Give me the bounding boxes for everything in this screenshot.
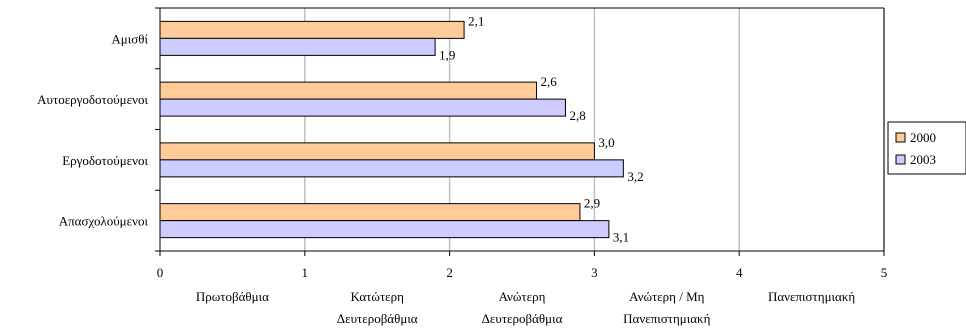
x-tick-label: 3 (591, 265, 598, 280)
bar-2000 (159, 81, 537, 100)
data-label: 3,1 (613, 230, 629, 245)
x-category-label: Κατώτερη (350, 289, 404, 304)
data-label: 1,9 (439, 47, 455, 62)
x-tick-label: 4 (736, 265, 743, 280)
category-label: Εργοδοτούμενοι (62, 153, 148, 168)
x-category-label: Πανεπιστημιακή (768, 289, 855, 304)
legend-box (887, 121, 966, 175)
data-label: 2,6 (540, 74, 557, 89)
data-label: 2,8 (569, 108, 585, 123)
x-category-label: Πρωτοβάθμια (196, 289, 269, 304)
legend-swatch-2000 (895, 132, 906, 143)
data-label: 2,9 (584, 196, 600, 211)
x-tick-label: 5 (881, 265, 888, 280)
legend-label: 2000 (910, 130, 936, 145)
x-tick-label: 0 (157, 265, 164, 280)
bar-2000 (159, 142, 595, 161)
bar-2000 (159, 20, 465, 39)
x-category-label-line2: Πανεπιστημιακή (623, 311, 710, 326)
category-label: Αμισθί (111, 31, 148, 46)
category-label: Αυτοεργοδοτούμενοι (37, 92, 148, 107)
bar-2003 (159, 37, 436, 56)
data-label: 3,0 (598, 135, 614, 150)
bars-layer (159, 20, 624, 239)
x-category-label: Ανώτερη / Μη (629, 289, 704, 304)
category-label: Απασχολούμενοι (59, 214, 149, 229)
bar-2000 (159, 203, 581, 222)
x-tick-label: 1 (302, 265, 309, 280)
legend-label: 2003 (910, 152, 936, 167)
x-category-label: Ανώτερη (499, 289, 546, 304)
bar-2003 (159, 98, 566, 117)
bar-2003 (159, 220, 610, 239)
x-category-label-line2: Δευτεροβάθμια (482, 311, 563, 326)
bar-2003 (159, 159, 624, 178)
legend-swatch-2003 (895, 154, 906, 165)
legend: 2000 2003 (887, 121, 966, 175)
data-label: 3,2 (627, 169, 643, 184)
x-tick-label: 2 (446, 265, 453, 280)
x-category-label-line2: Δευτεροβάθμια (337, 311, 418, 326)
labels-layer: 0 1 2 3 4 5 Πρωτοβάθμια Κατώτερη Δευτεροβάθμια Αν… (37, 13, 887, 326)
data-label: 2,1 (468, 13, 484, 28)
axis-layer (155, 7, 885, 256)
